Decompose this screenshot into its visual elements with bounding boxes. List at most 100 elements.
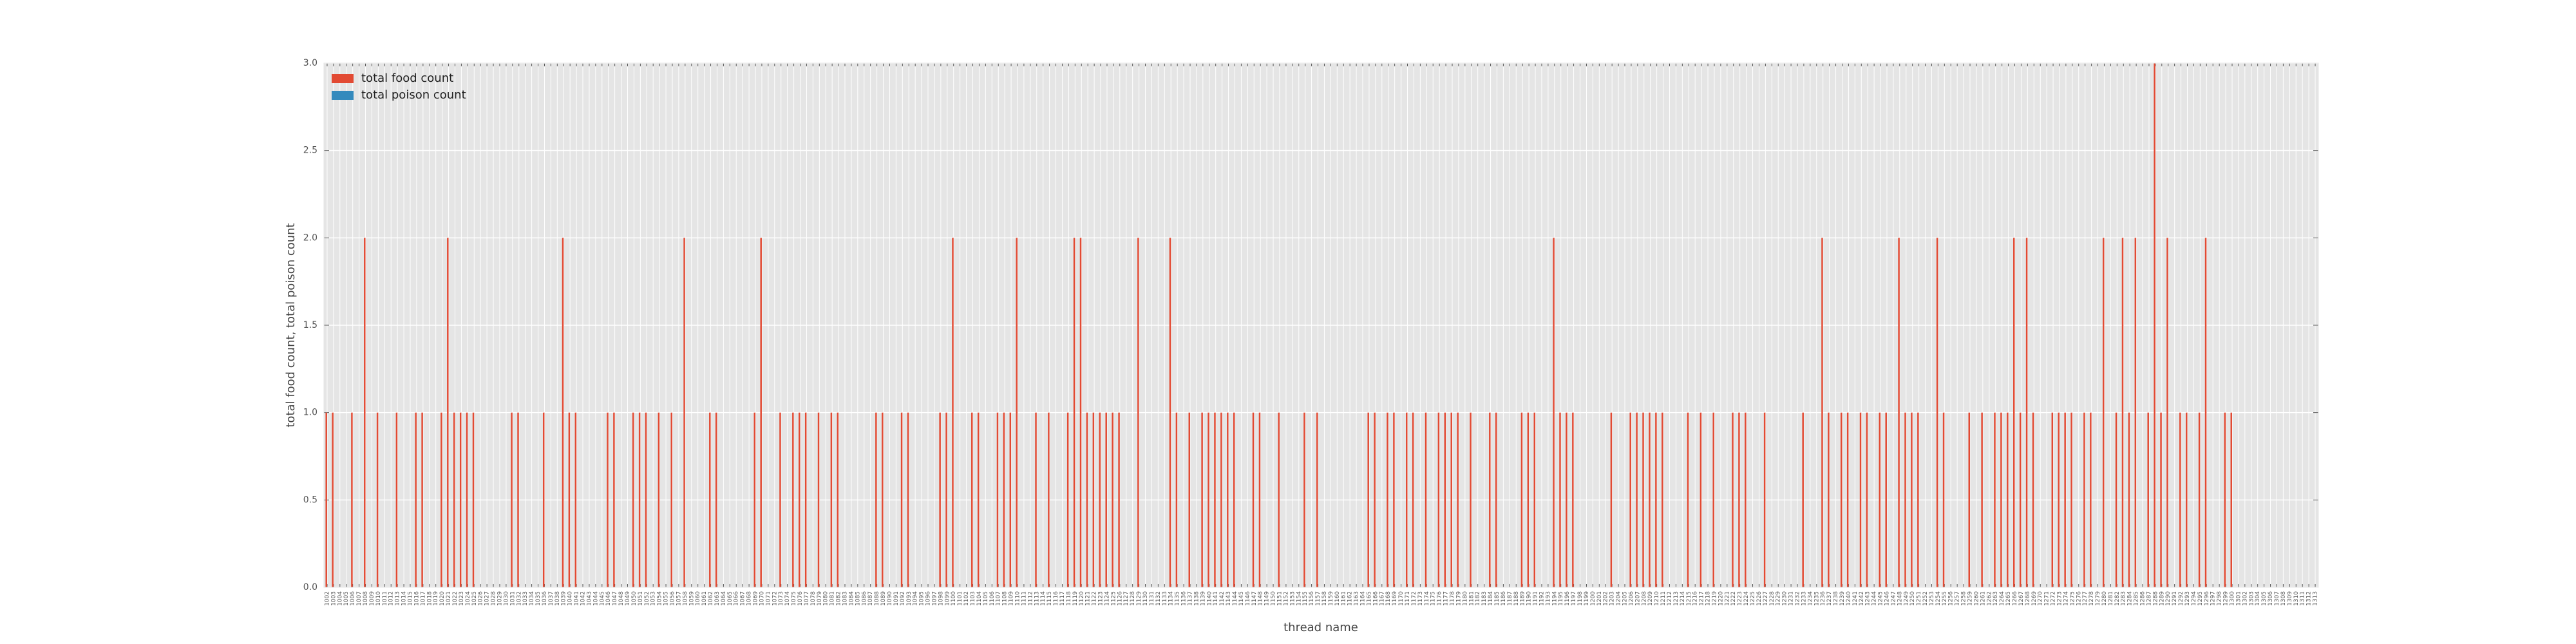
x-tick-label: 1120 xyxy=(1079,591,1085,606)
x-tick-label: 1119 xyxy=(1072,591,1079,606)
x-tick-label: 1055 xyxy=(663,591,670,606)
x-tick-label: 1147 xyxy=(1251,591,1258,606)
x-tick-label: 1146 xyxy=(1245,591,1251,606)
bar xyxy=(1112,412,1113,587)
x-tick-label: 1008 xyxy=(363,591,369,606)
bar xyxy=(376,412,379,587)
legend-label: total poison count xyxy=(361,88,466,102)
bar xyxy=(1911,412,1913,587)
bar xyxy=(830,412,833,587)
x-tick-label: 1282 xyxy=(2114,591,2121,606)
bar xyxy=(2064,412,2066,587)
x-tick-label: 1264 xyxy=(1999,591,2005,606)
y-axis-label: total food count, total poison count xyxy=(284,223,298,427)
x-tick-label: 1278 xyxy=(2088,591,2095,606)
x-tick-label: 1243 xyxy=(1865,591,1871,606)
x-tick-label: 1030 xyxy=(503,591,509,606)
bar xyxy=(1016,238,1018,587)
x-tick-label: 1292 xyxy=(2178,591,2184,606)
bar xyxy=(709,412,711,587)
bar xyxy=(2230,412,2232,587)
x-tick-label: 1252 xyxy=(1922,591,1929,606)
x-tick-label: 1118 xyxy=(1066,591,1072,606)
x-tick-label: 1029 xyxy=(497,591,503,606)
x-tick-label: 1199 xyxy=(1584,591,1590,606)
x-tick-label: 1040 xyxy=(567,591,574,606)
bar xyxy=(817,412,820,587)
bar xyxy=(1700,412,1702,587)
x-tick-label: 1300 xyxy=(2229,591,2235,606)
x-tick-label: 1169 xyxy=(1392,591,1398,606)
bar xyxy=(1252,412,1255,587)
x-tick-label: 1285 xyxy=(2134,591,2140,606)
bar xyxy=(1841,412,1842,587)
x-tick-label: 1133 xyxy=(1162,591,1168,606)
x-tick-label: 1025 xyxy=(471,591,478,606)
x-tick-label: 1032 xyxy=(516,591,522,606)
x-tick-label: 1082 xyxy=(836,591,842,606)
bar xyxy=(645,412,647,587)
x-tick-label: 1014 xyxy=(401,591,408,606)
x-tick-label: 1132 xyxy=(1155,591,1162,606)
bar xyxy=(2090,412,2092,587)
bar xyxy=(1559,412,1561,587)
x-tick-label: 1165 xyxy=(1366,591,1372,606)
bar xyxy=(1201,412,1203,587)
x-tick-label: 1219 xyxy=(1711,591,1718,606)
x-tick-label: 1018 xyxy=(426,591,433,606)
bar xyxy=(2160,412,2162,587)
bar xyxy=(1553,238,1555,587)
x-tick-label: 1139 xyxy=(1200,591,1206,606)
x-tick-label: 1287 xyxy=(2146,591,2152,606)
x-tick-label: 1181 xyxy=(1468,591,1475,606)
x-tick-label: 1093 xyxy=(906,591,913,606)
x-tick-label: 1213 xyxy=(1673,591,1680,606)
x-tick-label: 1074 xyxy=(784,591,791,606)
bar xyxy=(2000,412,2002,587)
x-tick-label: 1205 xyxy=(1622,591,1628,606)
x-tick-label: 1185 xyxy=(1494,591,1501,606)
x-tick-label: 1057 xyxy=(676,591,682,606)
x-tick-label: 1207 xyxy=(1634,591,1641,606)
bar xyxy=(1745,412,1747,587)
bar xyxy=(2128,412,2130,587)
x-tick-label: 1104 xyxy=(976,591,983,606)
x-tick-label: 1201 xyxy=(1596,591,1603,606)
x-tick-label: 1151 xyxy=(1276,591,1283,606)
bar xyxy=(511,412,513,587)
x-tick-label: 1257 xyxy=(1955,591,1961,606)
bar xyxy=(1316,412,1318,587)
bar xyxy=(1936,238,1938,587)
x-tick-label: 1075 xyxy=(791,591,797,606)
bar xyxy=(837,412,839,587)
x-tick-label: 1158 xyxy=(1321,591,1328,606)
bar xyxy=(996,412,999,587)
x-tick-label: 1070 xyxy=(759,591,765,606)
x-tick-label: 1220 xyxy=(1718,591,1724,606)
x-tick-label: 1214 xyxy=(1680,591,1686,606)
x-tick-label: 1043 xyxy=(586,591,592,606)
x-tick-label: 1041 xyxy=(574,591,580,606)
x-tick-label: 1267 xyxy=(2018,591,2025,606)
x-tick-label: 1060 xyxy=(695,591,701,606)
x-tick-label: 1306 xyxy=(2268,591,2274,606)
x-tick-label: 1125 xyxy=(1110,591,1117,606)
bar xyxy=(1137,238,1139,587)
x-tick-label: 1186 xyxy=(1501,591,1507,606)
bar xyxy=(1105,412,1107,587)
x-tick-label: 1027 xyxy=(484,591,491,606)
x-tick-label: 1037 xyxy=(548,591,554,606)
bar xyxy=(1520,412,1523,587)
x-tick-label: 1212 xyxy=(1667,591,1673,606)
x-tick-label: 1298 xyxy=(2217,591,2223,606)
x-tick-label: 1080 xyxy=(823,591,829,606)
x-tick-label: 1100 xyxy=(951,591,957,606)
x-tick-label: 1152 xyxy=(1283,591,1289,606)
bar xyxy=(2019,412,2022,587)
x-tick-label: 1155 xyxy=(1302,591,1309,606)
bar xyxy=(939,412,941,587)
x-tick-label: 1157 xyxy=(1315,591,1321,606)
x-tick-label: 1195 xyxy=(1558,591,1564,606)
